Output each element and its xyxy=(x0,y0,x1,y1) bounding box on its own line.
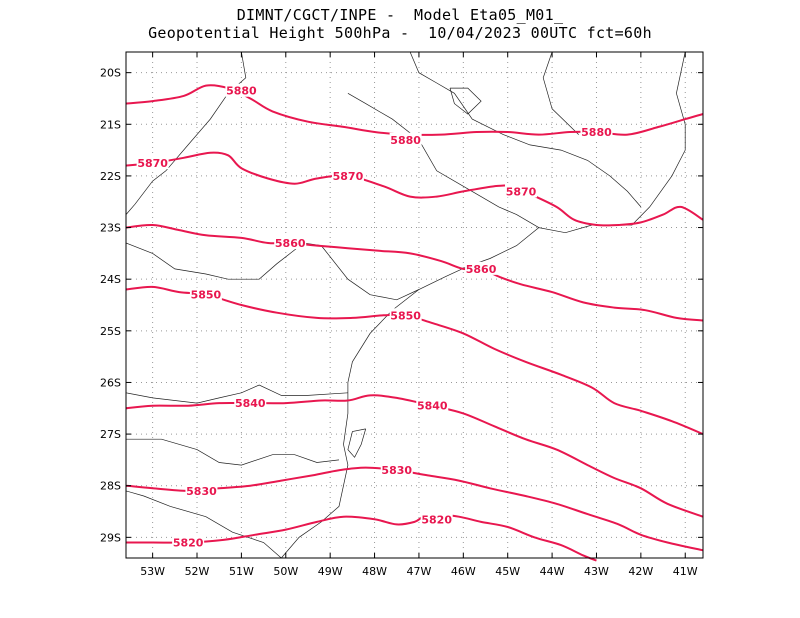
coastline-or-border xyxy=(125,242,420,301)
lon-tick-label: 46W xyxy=(451,565,476,578)
contour-label-5830: 5830 xyxy=(186,485,217,498)
lon-tick-label: 50W xyxy=(273,565,298,578)
lon-tick-label: 52W xyxy=(185,565,210,578)
contour-label-background xyxy=(274,236,307,250)
contour-label-5830: 5830 xyxy=(381,464,412,477)
contour-label-background xyxy=(580,125,613,139)
contour-label-5880: 5880 xyxy=(581,126,612,139)
lon-tick-label: 41W xyxy=(673,565,698,578)
contour-5860 xyxy=(125,223,704,322)
contour-label-background xyxy=(380,463,413,477)
contour-label-5870: 5870 xyxy=(506,185,537,198)
coastline-or-border xyxy=(125,51,247,215)
lon-tick-label: 51W xyxy=(229,565,254,578)
contour-label-background xyxy=(172,535,205,549)
coastline-borders xyxy=(125,51,686,559)
coastline-or-border xyxy=(281,51,686,559)
coastline-or-border xyxy=(126,438,340,466)
contour-label-background xyxy=(505,184,538,198)
contour-label-background xyxy=(416,398,449,412)
contour-label-5870: 5870 xyxy=(137,157,168,170)
lat-tick-label: 29S xyxy=(100,531,121,544)
contour-label-background xyxy=(331,168,364,182)
contour-label-5880: 5880 xyxy=(390,134,421,147)
contour-label-5850: 5850 xyxy=(390,309,421,322)
contour-label-5840: 5840 xyxy=(235,397,266,410)
lat-tick-label: 26S xyxy=(100,376,121,389)
coastline-or-border xyxy=(449,87,482,115)
coastline-or-border xyxy=(125,490,282,559)
coastline-or-border xyxy=(125,384,348,404)
lon-tick-label: 47W xyxy=(407,565,432,578)
lon-tick-label: 48W xyxy=(362,565,387,578)
lon-tick-label: 43W xyxy=(584,565,609,578)
contour-label-5860: 5860 xyxy=(275,237,306,250)
grid-lines xyxy=(126,52,703,558)
contour-label-background xyxy=(136,156,169,170)
contour-label-5840: 5840 xyxy=(417,400,448,413)
lon-tick-label: 42W xyxy=(628,565,653,578)
lon-tick-label: 44W xyxy=(540,565,565,578)
contour-label-5820: 5820 xyxy=(421,513,452,526)
lat-tick-label: 20S xyxy=(100,67,121,80)
contour-label-background xyxy=(225,83,258,97)
map-title-line-1: DIMNT/CGCT/INPE - Model Eta05_M01_ xyxy=(236,6,564,24)
contour-5840 xyxy=(125,394,704,518)
lat-tick-label: 23S xyxy=(100,222,121,235)
contour-label-background xyxy=(234,396,267,410)
axis-ticks: 53W 52W 51W 50W 49W 48W 47W 46W 45W 44W 43W 42W 41W 2… xyxy=(100,52,703,578)
contour-label-5850: 5850 xyxy=(191,289,222,302)
contour-label-background xyxy=(420,512,453,526)
contour-label-5880: 5880 xyxy=(226,85,257,98)
lon-tick-label: 53W xyxy=(140,565,165,578)
coastline-or-border xyxy=(542,51,579,135)
contour-label-background xyxy=(389,132,422,146)
contour-5870 xyxy=(125,151,704,227)
lat-tick-label: 25S xyxy=(100,325,121,338)
contour-label-background xyxy=(465,261,498,275)
contour-label-5860: 5860 xyxy=(466,263,497,276)
lon-tick-label: 45W xyxy=(495,565,520,578)
contour-5830 xyxy=(125,466,704,552)
lat-tick-label: 22S xyxy=(100,170,121,183)
contour-label-background xyxy=(189,287,222,301)
coastline-or-border xyxy=(347,428,367,458)
contour-labels: 5880 5880 5880 5870 5870 5870 5860 5860 5850 5850… xyxy=(136,83,613,550)
contour-label-background xyxy=(185,483,218,497)
contour-label-background xyxy=(389,308,422,322)
coastline-or-border xyxy=(409,51,642,208)
contour-label-5870: 5870 xyxy=(333,170,364,183)
lon-tick-label: 49W xyxy=(318,565,343,578)
lat-tick-label: 27S xyxy=(100,428,121,441)
map-frame xyxy=(125,51,704,559)
contour-5880 xyxy=(125,84,704,136)
contour-label-5820: 5820 xyxy=(173,537,204,550)
coastline-or-border xyxy=(347,92,539,228)
lat-tick-label: 21S xyxy=(100,118,121,131)
lat-tick-label: 28S xyxy=(100,480,121,493)
lat-tick-label: 24S xyxy=(100,273,121,286)
contour-5820 xyxy=(126,513,597,562)
map-title-line-2: Geopotential Height 500hPa - 10/04/2023 … xyxy=(148,24,652,42)
